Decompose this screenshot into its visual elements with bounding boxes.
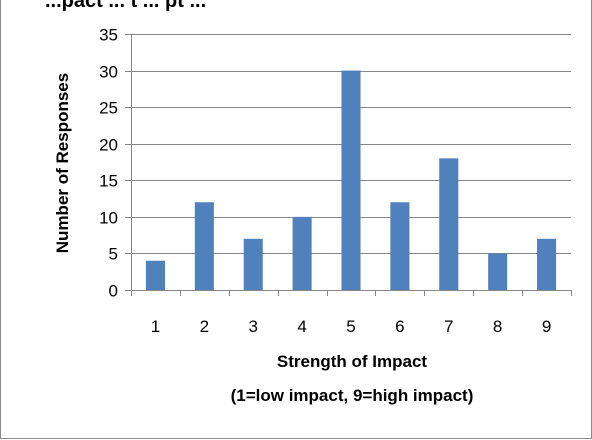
y-tick-label: 35 [99, 26, 118, 45]
x-axis-title: Strength of Impact [277, 352, 428, 371]
x-tick-label: 9 [542, 317, 551, 336]
bar [390, 202, 410, 290]
chart-title-fragment: ...pact ... t ... pt ... [45, 0, 207, 12]
bar [488, 253, 508, 290]
y-tick-labels: 0 5 10 15 20 25 30 35 [99, 26, 118, 301]
bar [292, 216, 312, 290]
bar [194, 202, 214, 290]
y-tick-label: 20 [99, 136, 118, 155]
y-tick-label: 0 [109, 282, 118, 301]
bar [145, 260, 165, 290]
x-tick-label: 7 [444, 317, 453, 336]
bar [341, 70, 361, 290]
x-tick-label: 2 [200, 317, 209, 336]
x-axis-subtitle: (1=low impact, 9=high impact) [231, 386, 474, 405]
y-axis-title: Number of Responses [53, 73, 72, 253]
axes [125, 34, 572, 296]
bar [537, 238, 557, 290]
x-tick-label: 5 [346, 317, 355, 336]
y-tick-label: 25 [99, 99, 118, 118]
x-tick-label: 1 [151, 317, 160, 336]
x-tick-labels: 1 2 3 4 5 6 7 8 9 [151, 317, 552, 336]
x-tick-label: 3 [248, 317, 257, 336]
y-tick-label: 30 [99, 63, 118, 82]
bar [243, 238, 263, 290]
x-tick-label: 8 [493, 317, 502, 336]
bars [145, 70, 557, 290]
x-tick-label: 6 [395, 317, 404, 336]
x-tick-label: 4 [297, 317, 306, 336]
y-tick-label: 10 [99, 209, 118, 228]
y-tick-label: 5 [109, 245, 118, 264]
bar [439, 158, 459, 290]
y-tick-label: 15 [99, 172, 118, 191]
